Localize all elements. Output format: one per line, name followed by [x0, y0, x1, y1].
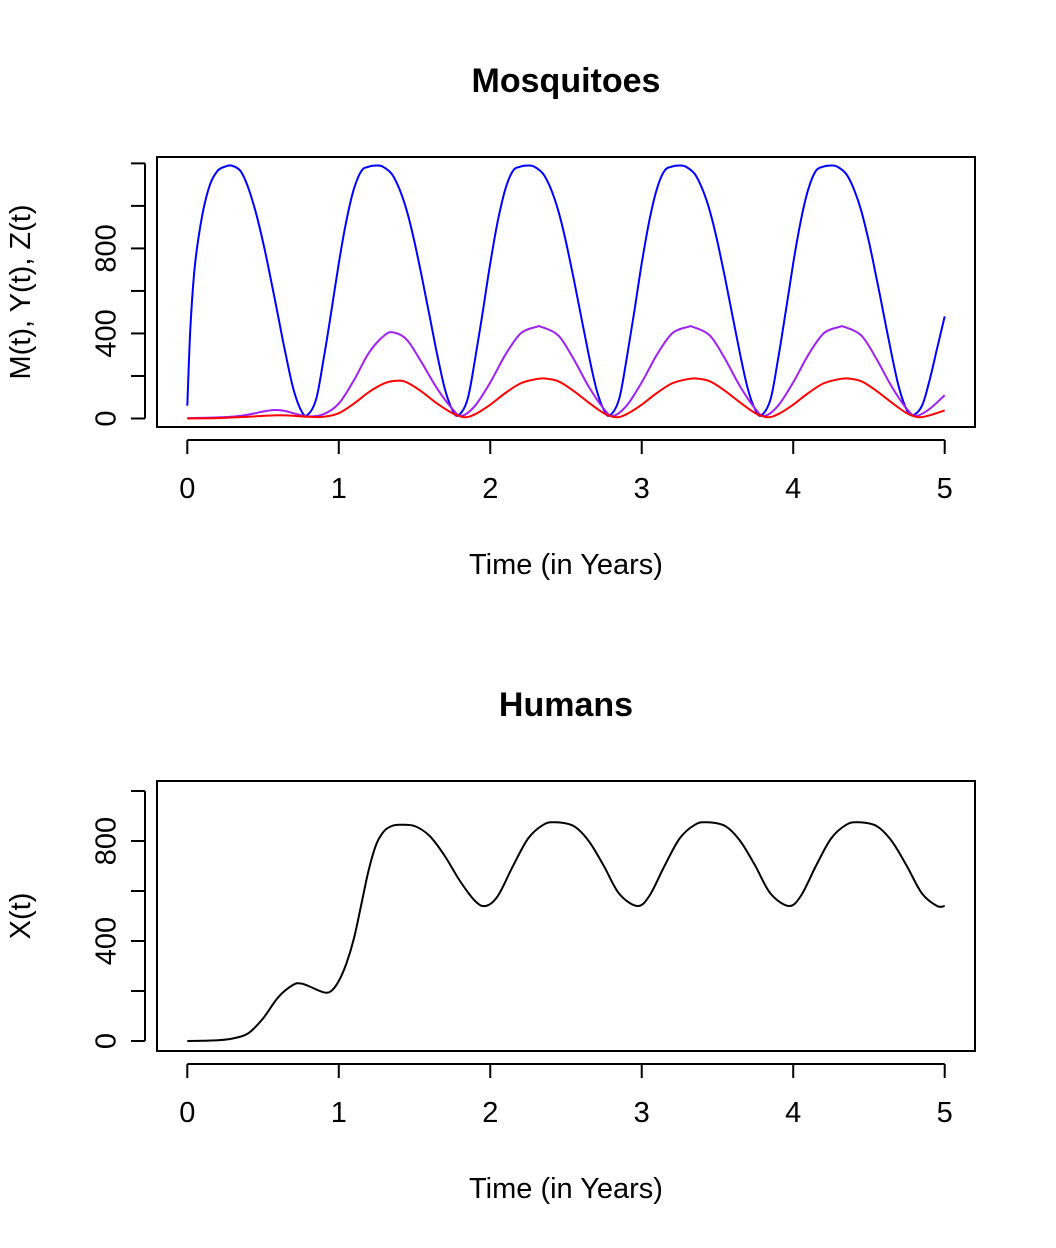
chart-title: Humans [499, 686, 633, 724]
series-lines [187, 821, 945, 1042]
x-axis: 0 1 2 3 4 5 [179, 1063, 953, 1129]
x-tick-label: 5 [937, 473, 953, 505]
y-tick-label: 400 [91, 309, 123, 357]
x-tick-label: 1 [331, 473, 347, 505]
x-tick-label: 2 [482, 1097, 498, 1129]
mosquitoes-panel: Mosquitoes Time (in Years) M(t), Y(t), Z… [5, 62, 976, 581]
x-axis: 0 1 2 3 4 5 [179, 439, 953, 505]
y-tick-label: 800 [91, 224, 123, 272]
x-tick-label: 0 [179, 473, 195, 505]
x-tick-label: 4 [785, 473, 801, 505]
y-axis-label: M(t), Y(t), Z(t) [5, 204, 37, 379]
x-tick-label: 5 [937, 1097, 953, 1129]
chart-title: Mosquitoes [472, 62, 661, 100]
x-axis-label: Time (in Years) [469, 1173, 663, 1205]
x-tick-label: 3 [634, 1097, 650, 1129]
y-axis-label: X(t) [5, 893, 37, 940]
humans-panel: Humans Time (in Years) X(t) 0 1 2 3 4 5 0 400 8… [5, 686, 976, 1205]
y-tick-label: 0 [91, 410, 123, 426]
series-lines [186, 164, 946, 420]
series-line-2 [187, 377, 946, 420]
y-tick-label: 400 [91, 917, 123, 965]
y-tick-label: 800 [91, 817, 123, 865]
plot-frame [156, 780, 976, 1052]
y-axis: 0 400 800 [91, 162, 146, 427]
x-tick-label: 1 [331, 1097, 347, 1129]
x-tick-label: 2 [482, 473, 498, 505]
x-axis-label: Time (in Years) [469, 549, 663, 581]
x-tick-label: 0 [179, 1097, 195, 1129]
x-tick-label: 3 [634, 473, 650, 505]
series-line-0 [186, 164, 946, 417]
plot-frame [156, 156, 976, 428]
y-tick-label: 0 [91, 1033, 123, 1049]
y-axis: 0 400 800 [91, 790, 146, 1049]
series-line-1 [187, 325, 946, 420]
x-tick-label: 4 [785, 1097, 801, 1129]
series-line-0 [187, 821, 945, 1042]
